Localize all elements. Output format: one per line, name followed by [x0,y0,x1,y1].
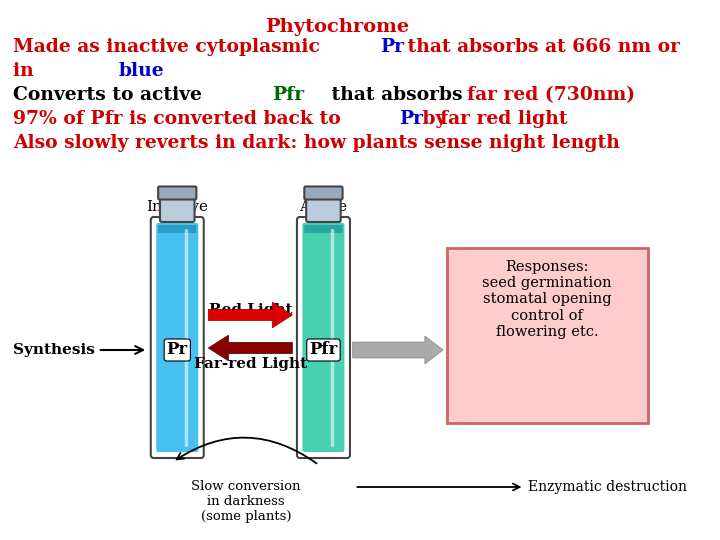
FancyBboxPatch shape [305,225,343,233]
FancyArrow shape [353,336,443,364]
Text: Enzymatic destruction: Enzymatic destruction [528,480,687,494]
Text: blue: blue [119,62,165,80]
FancyBboxPatch shape [305,186,343,199]
Text: Red Light: Red Light [209,303,292,317]
FancyBboxPatch shape [158,186,197,199]
Text: that absorbs at 666 nm or: that absorbs at 666 nm or [401,38,680,56]
Text: that absorbs: that absorbs [325,86,469,104]
Text: in: in [13,62,40,80]
FancyBboxPatch shape [297,217,350,458]
FancyBboxPatch shape [302,223,344,452]
Text: Made as inactive cytoplasmic: Made as inactive cytoplasmic [13,38,326,56]
Text: Pr: Pr [380,38,405,56]
Text: Slow conversion
in darkness
(some plants): Slow conversion in darkness (some plants… [191,480,300,523]
Text: Pfr: Pfr [310,341,338,359]
FancyArrow shape [208,302,292,328]
Text: Far-red Light: Far-red Light [194,357,307,371]
Text: 97% of Pfr is converted back to: 97% of Pfr is converted back to [13,110,347,128]
Text: Inactive: Inactive [146,200,208,214]
Text: by: by [415,110,453,128]
Text: far red (730nm): far red (730nm) [467,86,635,104]
Text: Phytochrome: Phytochrome [265,18,409,36]
FancyBboxPatch shape [158,225,197,233]
Text: Also slowly reverts in dark: how plants sense night length: Also slowly reverts in dark: how plants … [13,134,620,152]
Text: Pfr: Pfr [272,86,305,104]
Text: Pr: Pr [166,341,188,359]
FancyBboxPatch shape [150,217,204,458]
Text: far red light: far red light [440,110,567,128]
Text: Responses:
seed germination
stomatal opening
control of
flowering etc.: Responses: seed germination stomatal ope… [482,260,612,339]
Text: Pr: Pr [400,110,423,128]
FancyBboxPatch shape [160,196,194,222]
FancyArrow shape [208,335,292,361]
Text: Active: Active [300,200,348,214]
FancyBboxPatch shape [306,196,341,222]
FancyBboxPatch shape [447,248,648,423]
Text: Converts to active: Converts to active [13,86,208,104]
Text: Synthesis: Synthesis [13,343,95,357]
FancyBboxPatch shape [156,223,198,452]
